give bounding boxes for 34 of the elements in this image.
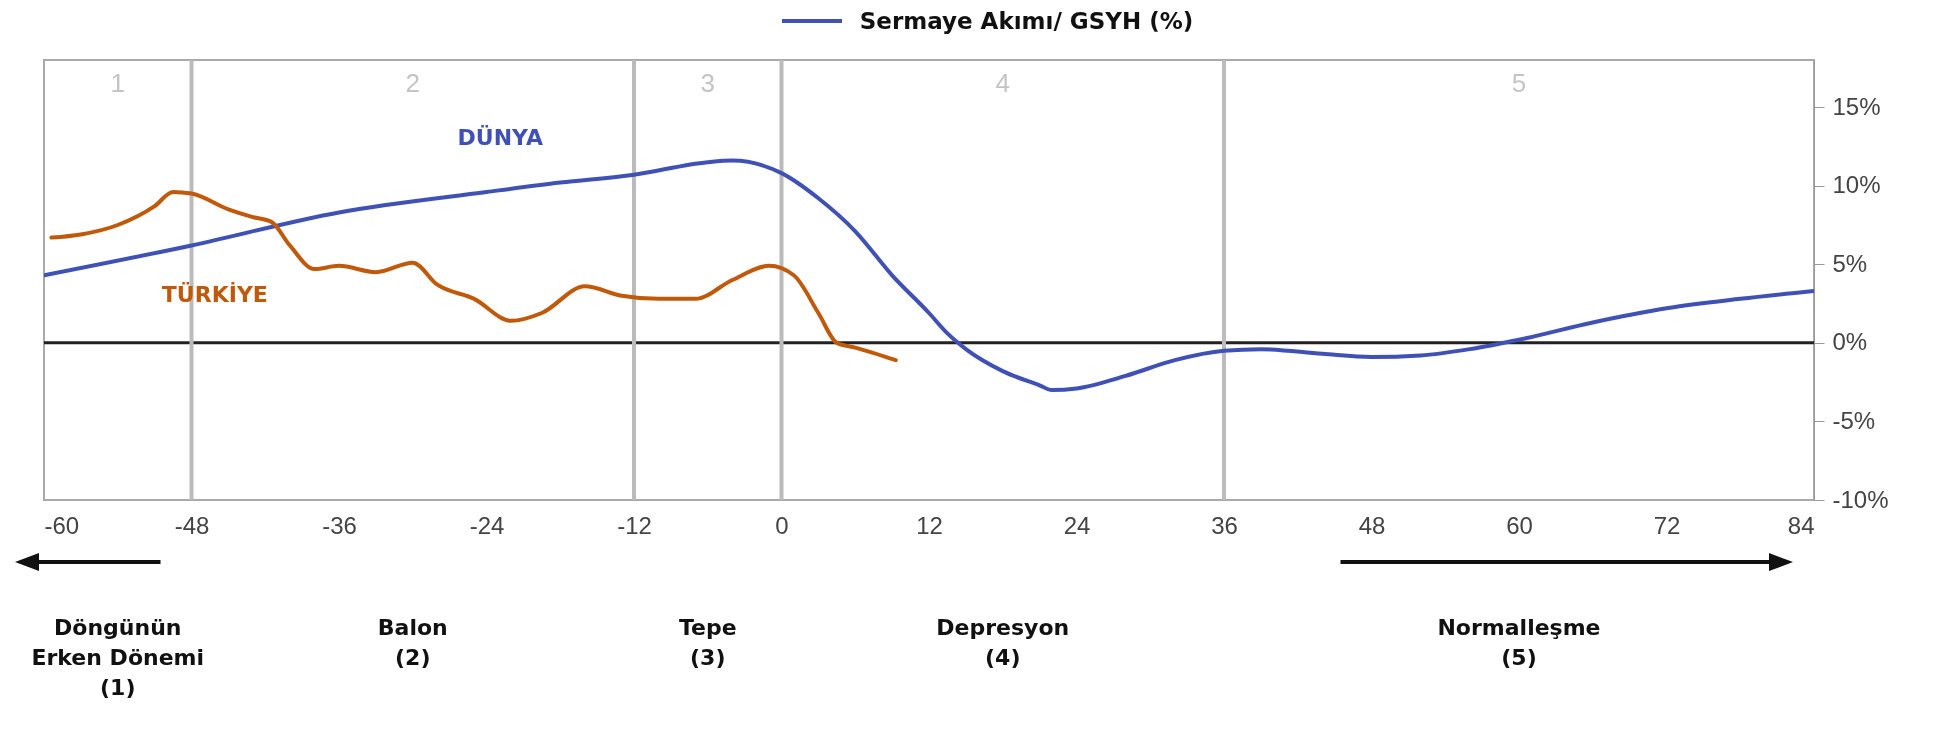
series-label: DÜNYA bbox=[457, 124, 543, 150]
annotation: 4 bbox=[995, 68, 1010, 99]
text: Tepe (3) bbox=[678, 615, 737, 670]
x-tick-label: 72 bbox=[1653, 511, 1681, 539]
line-series bbox=[44, 158, 1814, 392]
x-tick-label: 84 bbox=[1787, 511, 1815, 539]
annotation: 3 bbox=[700, 68, 715, 99]
x-tick-label: -60 bbox=[44, 511, 80, 539]
annotation: 1 bbox=[110, 68, 125, 99]
y-tick-label: -5% bbox=[1832, 406, 1876, 434]
x-tick-label: 36 bbox=[1211, 511, 1238, 539]
y-tick-label: -10% bbox=[1832, 485, 1889, 513]
text: Balon (2) bbox=[377, 615, 448, 670]
x-tick-label: 0 bbox=[775, 511, 789, 539]
line-series bbox=[49, 190, 898, 363]
y-tick-label: 15% bbox=[1832, 92, 1881, 120]
y-tick-label: 10% bbox=[1832, 171, 1881, 199]
text: Normalleşme (5) bbox=[1437, 615, 1601, 670]
x-tick-label: -24 bbox=[469, 511, 505, 539]
x-tick-label: 24 bbox=[1063, 511, 1091, 539]
x-tick-label: -12 bbox=[617, 511, 652, 539]
x-tick-label: 60 bbox=[1506, 511, 1533, 539]
x-tick-label: -48 bbox=[174, 511, 210, 539]
x-tick-label: 48 bbox=[1358, 511, 1386, 539]
x-tick-label: 12 bbox=[916, 511, 943, 539]
text: Döngünün Erken Dönemi (1) bbox=[31, 615, 205, 700]
y-tick-label: 0% bbox=[1832, 328, 1868, 356]
x-tick-label: -36 bbox=[322, 511, 357, 539]
chart-title: Sermaye Akımı/ GSYH (%) bbox=[859, 8, 1194, 34]
y-tick-label: 5% bbox=[1832, 249, 1868, 277]
annotation: 2 bbox=[405, 68, 420, 99]
series-label: TÜRKİYE bbox=[161, 282, 268, 308]
text: Depresyon (4) bbox=[936, 615, 1070, 670]
annotation: 5 bbox=[1511, 68, 1527, 99]
